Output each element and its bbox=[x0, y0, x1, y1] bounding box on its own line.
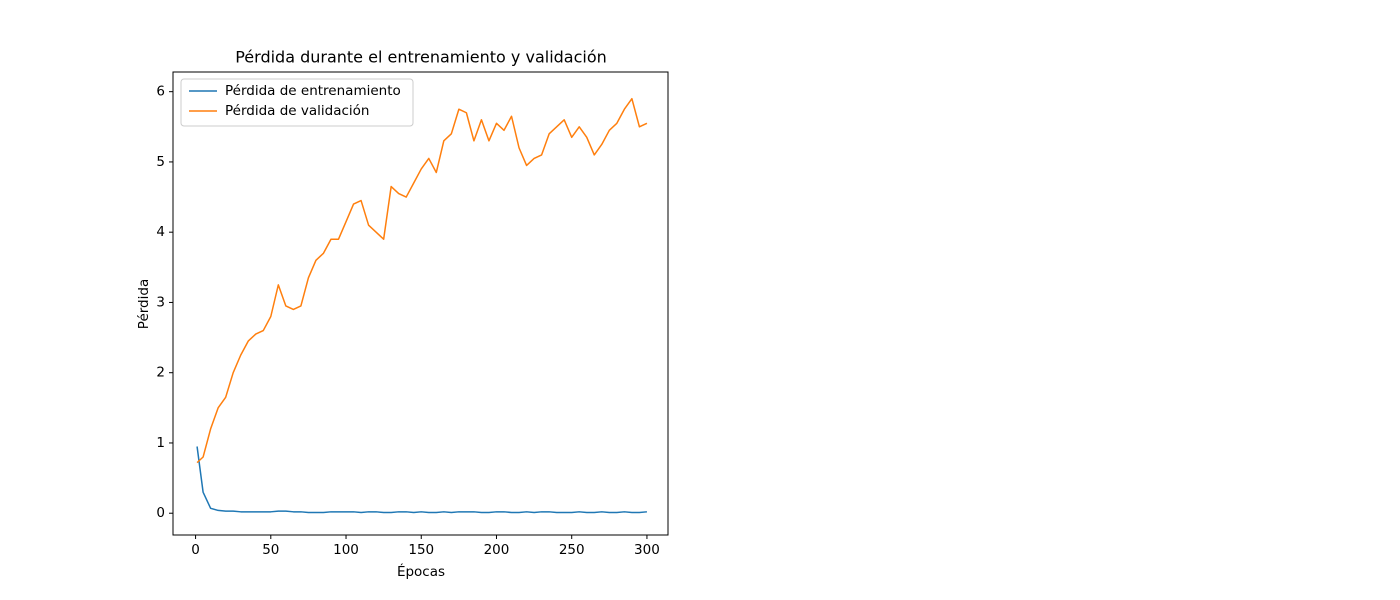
y-axis-label: Pérdida bbox=[136, 279, 152, 329]
legend-box bbox=[180, 78, 414, 127]
y-tick-label: 6 bbox=[156, 84, 165, 100]
x-axis-label: Épocas bbox=[397, 563, 445, 580]
y-tick-label: 2 bbox=[156, 365, 165, 381]
line-series bbox=[196, 446, 648, 514]
x-tick-label: 150 bbox=[408, 542, 434, 558]
x-tick-label: 200 bbox=[484, 542, 510, 558]
plot-frame bbox=[172, 71, 669, 536]
x-tick-label: 300 bbox=[634, 542, 660, 558]
y-tick-label: 1 bbox=[156, 435, 165, 451]
y-tick-label: 4 bbox=[156, 224, 165, 240]
chart-title: Pérdida durante el entrenamiento y valid… bbox=[235, 48, 607, 67]
legend-label: Pérdida de entrenamiento bbox=[225, 83, 401, 99]
y-tick-label: 0 bbox=[156, 505, 165, 521]
x-tick-label: 50 bbox=[262, 542, 279, 558]
legend-label: Pérdida de validación bbox=[225, 103, 370, 119]
y-tick-label: 5 bbox=[156, 154, 165, 170]
x-tick-label: 0 bbox=[191, 542, 200, 558]
x-tick-label: 250 bbox=[559, 542, 585, 558]
y-tick-label: 3 bbox=[156, 294, 165, 310]
line-series bbox=[196, 97, 648, 464]
x-tick-label: 100 bbox=[333, 542, 359, 558]
